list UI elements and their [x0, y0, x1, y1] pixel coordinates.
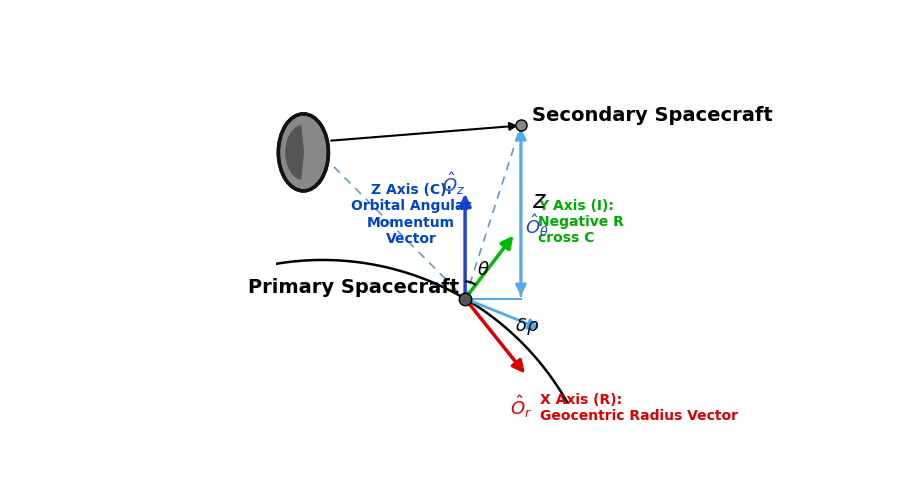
- Text: $\hat{O}_r$: $\hat{O}_r$: [511, 393, 533, 420]
- Polygon shape: [285, 126, 304, 179]
- Text: Secondary Spacecraft: Secondary Spacecraft: [533, 106, 773, 126]
- Text: X Axis (R):
Geocentric Radius Vector: X Axis (R): Geocentric Radius Vector: [540, 393, 738, 423]
- Text: Primary Spacecraft: Primary Spacecraft: [248, 278, 459, 297]
- Text: $\hat{O}_z$: $\hat{O}_z$: [442, 170, 465, 196]
- Ellipse shape: [278, 114, 328, 191]
- Text: $\theta$: $\theta$: [478, 261, 490, 279]
- Text: Z Axis (C):
Orbital Angular
Momentum
Vector: Z Axis (C): Orbital Angular Momentum Vec…: [351, 183, 471, 246]
- Text: $\hat{O}_\theta$: $\hat{O}_\theta$: [525, 212, 549, 239]
- Text: z: z: [533, 188, 544, 212]
- Text: $\delta\rho$: $\delta\rho$: [514, 316, 539, 337]
- Text: Y Axis (I):
Negative R
cross C: Y Axis (I): Negative R cross C: [538, 198, 624, 245]
